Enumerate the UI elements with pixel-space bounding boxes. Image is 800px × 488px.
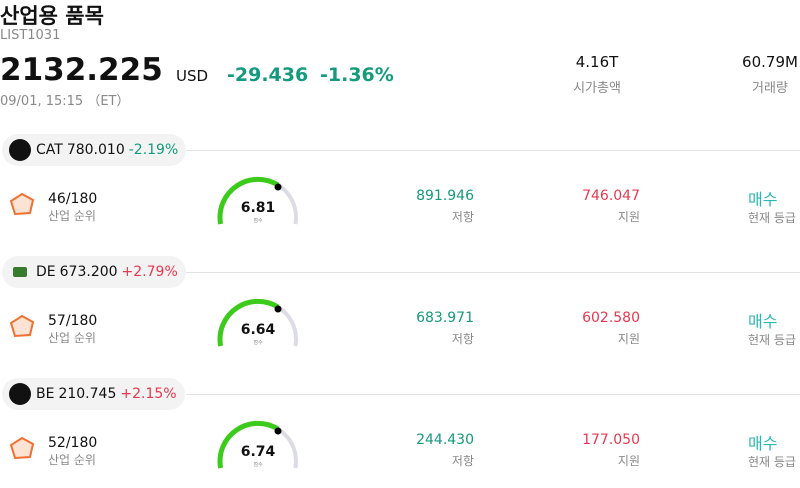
rank-icon xyxy=(9,436,35,460)
rank: 52/180 xyxy=(48,435,98,451)
support-label: 지원 xyxy=(617,332,640,346)
price: 2132.225 xyxy=(0,52,163,88)
change: -29.436 xyxy=(227,64,309,86)
ticker-price: 673.200 xyxy=(59,264,118,280)
score: 6.74 xyxy=(240,444,276,460)
support-label: 지원 xyxy=(617,210,640,224)
ticker-chip[interactable]: CAT 780.010 -2.19% xyxy=(2,134,187,166)
divider xyxy=(186,394,800,395)
datetime: 09/01, 15:15 （ET） xyxy=(0,94,130,109)
rank-icon xyxy=(9,314,35,338)
resistance: 891.946 xyxy=(416,188,474,204)
ticker-price: 780.010 xyxy=(66,142,125,158)
stat-label: 시가총액 xyxy=(573,81,621,96)
rank-label: 산업 순위 xyxy=(48,331,96,345)
rating-label: 현재 등급 xyxy=(748,333,796,347)
stat-value: 60.79M xyxy=(742,53,798,71)
ticker-chip[interactable]: BE 210.745 +2.15% xyxy=(2,378,185,410)
resistance: 683.971 xyxy=(416,310,474,326)
rating-label: 현재 등급 xyxy=(748,455,796,469)
change-percent: -1.36% xyxy=(320,64,394,86)
resistance: 244.430 xyxy=(416,432,474,448)
ticker: CAT xyxy=(36,142,63,158)
rank: 57/180 xyxy=(48,313,98,329)
score: 6.64 xyxy=(240,322,276,338)
score-label: 점수 xyxy=(253,340,263,346)
score: 6.81 xyxy=(240,200,276,216)
divider xyxy=(186,150,800,151)
ticker-logo xyxy=(9,139,31,161)
resistance-label: 저항 xyxy=(451,332,474,346)
rank-icon xyxy=(9,192,35,216)
currency: USD xyxy=(176,67,209,85)
support: 602.580 xyxy=(582,310,640,326)
ticker-chip[interactable]: DE 673.200 +2.79% xyxy=(2,256,186,288)
rating[interactable]: 매수 xyxy=(748,434,778,453)
row-graphics xyxy=(9,420,298,469)
ticker: BE xyxy=(36,386,55,402)
divider xyxy=(186,272,800,273)
title: 산업용 품목 xyxy=(0,4,104,28)
gauge-dot xyxy=(274,305,282,313)
score-label: 점수 xyxy=(253,218,263,224)
ticker-logo xyxy=(9,383,31,405)
support: 177.050 xyxy=(582,432,640,448)
code: LIST1031 xyxy=(0,28,61,43)
row-graphics xyxy=(9,298,298,347)
rank: 46/180 xyxy=(48,191,98,207)
ticker-change: +2.15% xyxy=(120,386,177,402)
rating[interactable]: 매수 xyxy=(748,190,778,209)
rating-label: 현재 등급 xyxy=(748,211,796,225)
resistance-label: 저항 xyxy=(451,454,474,468)
rating[interactable]: 매수 xyxy=(748,312,778,331)
ticker-logo xyxy=(9,261,31,283)
gauge-fill xyxy=(217,298,280,347)
rank-label: 산업 순위 xyxy=(48,453,96,467)
gauge-dot xyxy=(274,183,282,191)
stat-value: 4.16T xyxy=(575,53,619,71)
ticker-change: -2.19% xyxy=(128,142,179,158)
resistance-label: 저항 xyxy=(451,210,474,224)
gauge-fill xyxy=(217,176,280,225)
ticker: DE xyxy=(36,264,56,280)
row-graphics xyxy=(9,176,298,225)
rank-label: 산업 순위 xyxy=(48,209,96,223)
gauge-dot xyxy=(274,427,282,435)
ticker-price: 210.745 xyxy=(58,386,117,402)
support: 746.047 xyxy=(582,188,640,204)
gauge-fill xyxy=(217,420,280,469)
score-label: 점수 xyxy=(253,462,263,468)
support-label: 지원 xyxy=(617,454,640,468)
stat-label: 거래량 xyxy=(752,81,788,96)
ticker-change: +2.79% xyxy=(121,264,178,280)
